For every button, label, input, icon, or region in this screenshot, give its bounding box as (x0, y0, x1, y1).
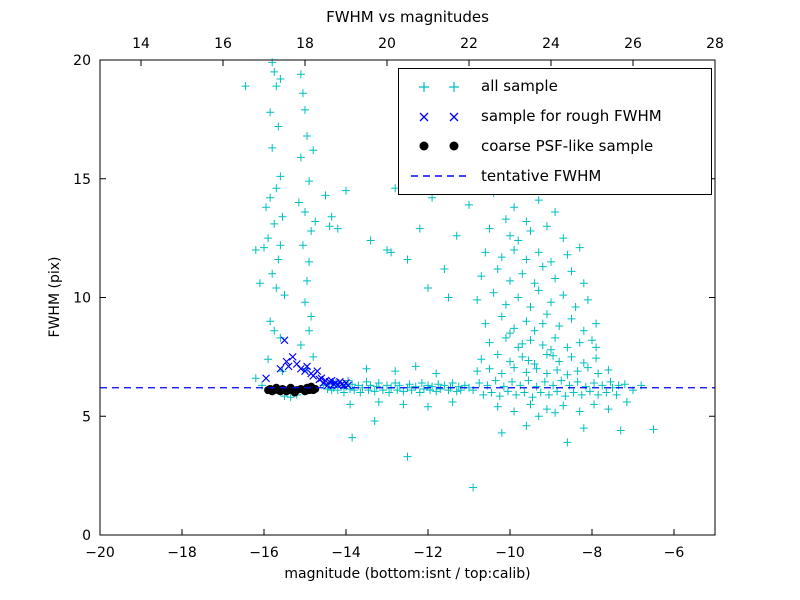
top-tick-label: 22 (460, 36, 478, 52)
legend-marker-dashed-line-icon (411, 175, 467, 177)
legend: all sample sample for rough FWHM coarse … (398, 68, 712, 195)
x-tick-label: −16 (249, 545, 279, 561)
x-axis-bottom-ticks: −20 −18 −16 −14 −12 −10 −8 −6 (85, 529, 684, 561)
x-axis-label: magnitude (bottom:isnt / top:calib) (284, 566, 531, 582)
series-coarse-psf-like-sample (264, 382, 320, 397)
top-tick-label: 26 (624, 36, 642, 52)
top-tick-label: 16 (214, 36, 232, 52)
y-axis-label: FWHM (pix) (47, 256, 63, 338)
top-tick-label: 24 (542, 36, 560, 52)
y-tick-label: 5 (82, 409, 91, 425)
legend-label: all sample (481, 77, 558, 96)
legend-entry-coarse-psf: coarse PSF-like sample (399, 136, 711, 156)
x-tick-label: −18 (167, 545, 197, 561)
y-axis-ticks: 0 5 10 15 20 (73, 53, 715, 544)
x-tick-label: −6 (664, 545, 685, 561)
top-tick-label: 14 (132, 36, 150, 52)
legend-marker-dot-icon (419, 141, 459, 151)
x-tick-label: −8 (582, 545, 603, 561)
top-tick-label: 28 (706, 36, 724, 52)
y-tick-label: 20 (73, 53, 91, 69)
y-tick-label: 10 (73, 291, 91, 307)
legend-entry-rough-fwhm: sample for rough FWHM (399, 107, 711, 127)
legend-marker-cross-icon (419, 112, 459, 122)
y-tick-label: 0 (82, 528, 91, 544)
x-tick-label: −12 (413, 545, 443, 561)
x-tick-label: −14 (331, 545, 361, 561)
x-axis-top-ticks: 14 16 18 20 22 24 26 28 (132, 36, 724, 66)
legend-marker-plus-icon (419, 81, 459, 92)
x-tick-label: −10 (495, 545, 525, 561)
top-tick-label: 20 (378, 36, 396, 52)
legend-label: coarse PSF-like sample (481, 136, 654, 155)
legend-label: tentative FWHM (481, 166, 602, 185)
top-tick-label: 18 (296, 36, 314, 52)
series-sample-for-rough-fwhm (262, 336, 352, 390)
legend-entry-tentative-fwhm: tentative FWHM (399, 166, 711, 186)
x-tick-label: −20 (85, 545, 115, 561)
legend-label: sample for rough FWHM (481, 107, 662, 126)
y-tick-label: 15 (73, 172, 91, 188)
legend-entry-all-sample: all sample (399, 77, 711, 97)
chart-title: FWHM vs magnitudes (326, 8, 489, 26)
